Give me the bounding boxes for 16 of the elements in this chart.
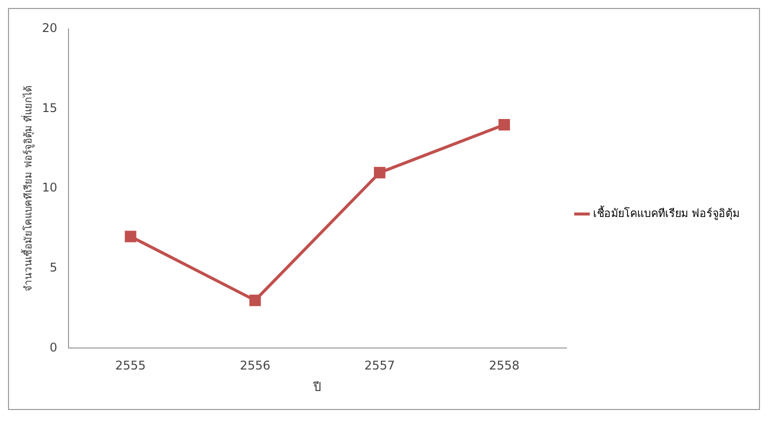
point [498, 119, 510, 131]
x-tick-label: 2557 [364, 358, 395, 373]
legend-label: เชื้อมัยโคแบคทีเรียม ฟอร์จูอิตุ้ม [593, 204, 740, 220]
x-tick-label: 2555 [115, 358, 146, 373]
y-tick-label: 15 [42, 100, 58, 115]
y-tick-label: 10 [42, 180, 58, 195]
y-tick-label: 5 [50, 260, 58, 275]
point [249, 294, 261, 306]
x-tick-label: 2556 [240, 358, 270, 373]
x-axis-title: ปี [312, 380, 322, 394]
y-tick-label: 0 [50, 340, 58, 354]
point [124, 230, 136, 242]
x-tick-label: 2558 [488, 358, 520, 373]
y-tick-label: 20 [42, 21, 58, 36]
y-axis-title: จำนวนเชื้อมัยโคแบคทีเรียม ฟอร์จูอิตุ้ม ที่แยกได้ [20, 86, 35, 292]
point [374, 166, 386, 178]
